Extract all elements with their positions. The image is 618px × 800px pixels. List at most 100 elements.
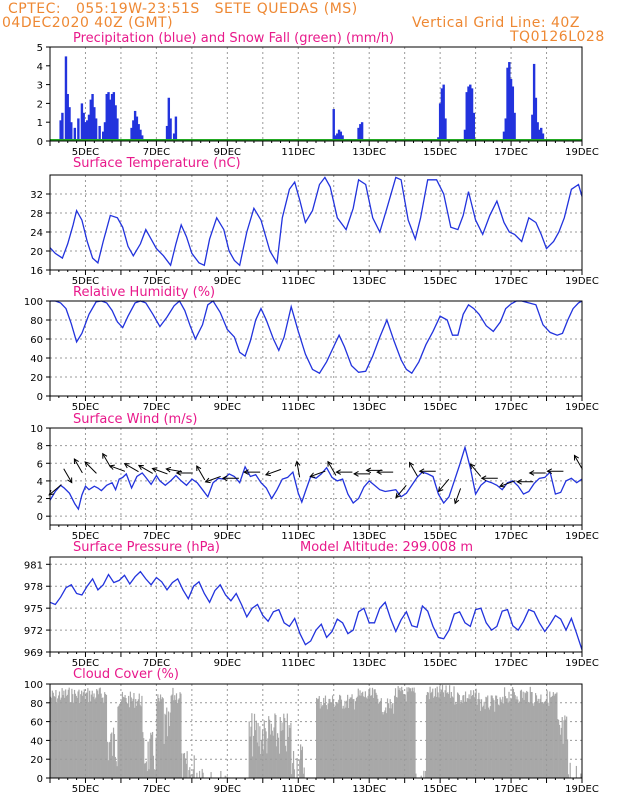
cloud-bar: [563, 720, 565, 778]
cloud-bar: [554, 693, 556, 778]
y-tick-label: 2: [37, 99, 43, 110]
cloud-bar: [73, 702, 75, 778]
x-tick-label: 19DEC: [565, 784, 599, 795]
cloud-bar: [124, 695, 126, 778]
precip-bar: [538, 129, 541, 141]
precip-bar: [359, 124, 362, 141]
cloud-bar: [511, 687, 514, 778]
cloud-bar: [342, 705, 344, 778]
wind-arrow-head: [175, 470, 182, 476]
cloud-bar: [109, 741, 111, 778]
cloud-bar: [105, 694, 108, 778]
cloud-bar: [192, 769, 194, 778]
cloud-bar: [62, 695, 64, 778]
precip-bar: [504, 118, 507, 141]
x-tick-label: 11DEC: [281, 784, 315, 795]
cloud-bar: [120, 700, 123, 778]
cloud-bar: [351, 694, 353, 778]
cloud-bar: [374, 689, 376, 778]
cloud-bar: [400, 691, 402, 778]
cloud-bar: [456, 692, 459, 778]
cloud-bar: [93, 693, 95, 778]
cloud-bar: [519, 690, 522, 778]
wind-arrow-head: [353, 471, 359, 477]
cloud-bar: [72, 694, 74, 778]
cloud-bar: [122, 696, 124, 778]
cloud-bar: [201, 768, 203, 778]
cloud-bar: [530, 692, 532, 778]
cloud-bar: [462, 695, 464, 778]
wind-arrow: [310, 470, 326, 478]
cloud-bar: [174, 695, 176, 778]
cloud-bar: [149, 738, 151, 778]
cloud-bar: [425, 770, 427, 778]
precip-bar: [534, 97, 538, 141]
cloud-bar: [255, 720, 257, 778]
grid-line-header: Vertical Grid Line: 40Z: [412, 15, 580, 31]
cloud-bar: [547, 702, 549, 778]
cloud-bar: [327, 703, 329, 778]
cloud-bar: [528, 702, 530, 778]
cloud-bar: [99, 687, 101, 778]
cloud-bar: [156, 701, 158, 778]
x-tick-label: 13DEC: [352, 658, 386, 669]
wind-arrow-head: [196, 465, 202, 472]
cloud-bar: [178, 698, 180, 778]
cloud-bar: [550, 697, 552, 778]
cloud-bar: [328, 698, 330, 778]
cloud-bar: [464, 701, 466, 778]
precip-bar: [444, 118, 447, 141]
cloud-bar: [287, 736, 289, 778]
cloud-bar: [176, 703, 178, 778]
cloud-bar: [74, 693, 77, 778]
wind-arrow-head: [73, 458, 79, 465]
x-tick-label: 9DEC: [214, 147, 241, 158]
cloud-bar: [360, 695, 362, 778]
cloud-bar: [282, 730, 284, 778]
cloud-bar: [567, 774, 570, 778]
cloud-bar: [518, 702, 520, 778]
wind-arrow-head: [243, 469, 249, 475]
cloud-bar: [502, 696, 504, 778]
cloud-bar: [172, 687, 174, 778]
cloud-bar: [368, 689, 370, 778]
wind-arrows: [48, 452, 583, 505]
panel-frame: [49, 683, 583, 779]
cloud-bar: [289, 728, 291, 778]
cloud-bar: [81, 695, 84, 778]
cloud-bar: [142, 732, 144, 778]
precip-bar: [103, 122, 107, 141]
cloud-bar: [133, 692, 135, 778]
cloud-bar: [104, 692, 106, 778]
cloud-bar: [469, 699, 471, 778]
cloud-bar: [143, 738, 145, 778]
cloud-bar: [151, 731, 154, 778]
panel-frame: [49, 427, 583, 526]
x-tick-label: 9DEC: [214, 658, 241, 669]
x-tick-label: 19DEC: [565, 147, 599, 158]
cloud-bar: [50, 697, 53, 778]
cloud-bar: [340, 699, 343, 778]
x-tick-label: 7DEC: [143, 658, 170, 669]
x-tick-label: 11DEC: [281, 276, 315, 287]
cloud-bar: [292, 763, 294, 778]
cloud-bar: [54, 697, 56, 778]
cloud-bar: [100, 693, 102, 778]
panel-frame: [49, 174, 583, 271]
cloud-bar: [292, 750, 295, 778]
cloud-bar: [542, 703, 545, 778]
cloud-bar: [362, 691, 364, 778]
cloud-bar: [497, 704, 499, 778]
cloud-bar: [153, 769, 155, 778]
cloud-bar: [129, 691, 131, 778]
cloud-bar: [251, 713, 253, 778]
cloud-bar: [179, 692, 181, 778]
x-tick-label: 15DEC: [423, 784, 457, 795]
cloud-bar: [450, 691, 452, 778]
series-line: [50, 299, 583, 375]
cloud-bar: [383, 712, 385, 778]
cloud-bar: [379, 700, 382, 778]
cloud-bar: [363, 697, 366, 778]
cloud-bar: [561, 717, 563, 778]
cloud-bar: [193, 755, 195, 778]
